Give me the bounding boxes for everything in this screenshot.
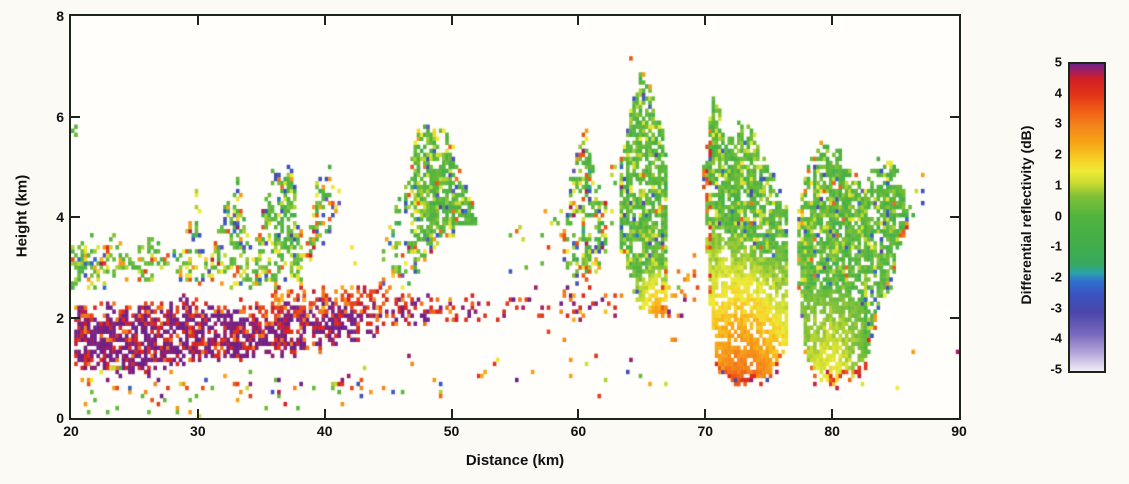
x-tick-top (450, 16, 453, 25)
colorbar (1068, 62, 1106, 373)
colorbar-tick-label: -4 (1050, 330, 1062, 346)
y-tick (71, 115, 80, 118)
colorbar-tick-label: -1 (1050, 238, 1062, 254)
y-tick-right (950, 216, 959, 218)
x-tick (196, 409, 199, 418)
y-tick-right (950, 115, 959, 118)
x-tick-label: 30 (190, 423, 206, 439)
x-tick (450, 409, 453, 418)
y-tick-right (950, 316, 959, 319)
colorbar-tick-label: 5 (1054, 54, 1062, 70)
x-tick (323, 409, 326, 418)
colorbar-tick-label: 0 (1054, 208, 1062, 223)
y-tick-label: 2 (56, 309, 64, 326)
y-tick (71, 316, 80, 319)
y-tick-label: 4 (56, 209, 64, 225)
x-axis-label: Distance (km) (465, 452, 565, 469)
x-tick-top (323, 16, 326, 25)
y-tick-label: 8 (56, 8, 64, 24)
x-tick (577, 409, 580, 418)
x-tick-top (577, 16, 580, 25)
colorbar-gradient (1070, 64, 1104, 371)
colorbar-tick-label: 2 (1054, 146, 1062, 162)
x-tick-label: 60 (570, 423, 587, 439)
colorbar-tick-label: 1 (1054, 177, 1062, 193)
x-tick-top (196, 16, 199, 25)
heatmap-canvas (71, 16, 959, 418)
y-tick-label: 0 (56, 410, 64, 426)
y-tick (71, 216, 80, 218)
x-tick-top (704, 16, 707, 25)
x-tick-label: 90 (951, 423, 967, 439)
x-tick-label: 70 (697, 423, 714, 439)
x-tick-label: 20 (63, 423, 79, 439)
colorbar-tick-label: -3 (1050, 300, 1062, 316)
x-tick (831, 409, 834, 418)
x-tick (704, 409, 707, 418)
colorbar-tick-label: 3 (1054, 115, 1062, 131)
colorbar-label: Differential reflectivity (dB) (1018, 125, 1034, 305)
x-tick-label: 50 (443, 423, 460, 439)
y-axis-label: Height (km) (13, 174, 31, 258)
x-tick-top (831, 16, 834, 25)
x-tick-label: 80 (824, 423, 840, 439)
x-tick-label: 40 (316, 423, 333, 439)
colorbar-tick-label: -2 (1050, 269, 1062, 285)
colorbar-tick-label: 4 (1054, 85, 1062, 101)
colorbar-tick-label: -5 (1050, 361, 1062, 377)
y-tick-label: 6 (56, 108, 64, 125)
